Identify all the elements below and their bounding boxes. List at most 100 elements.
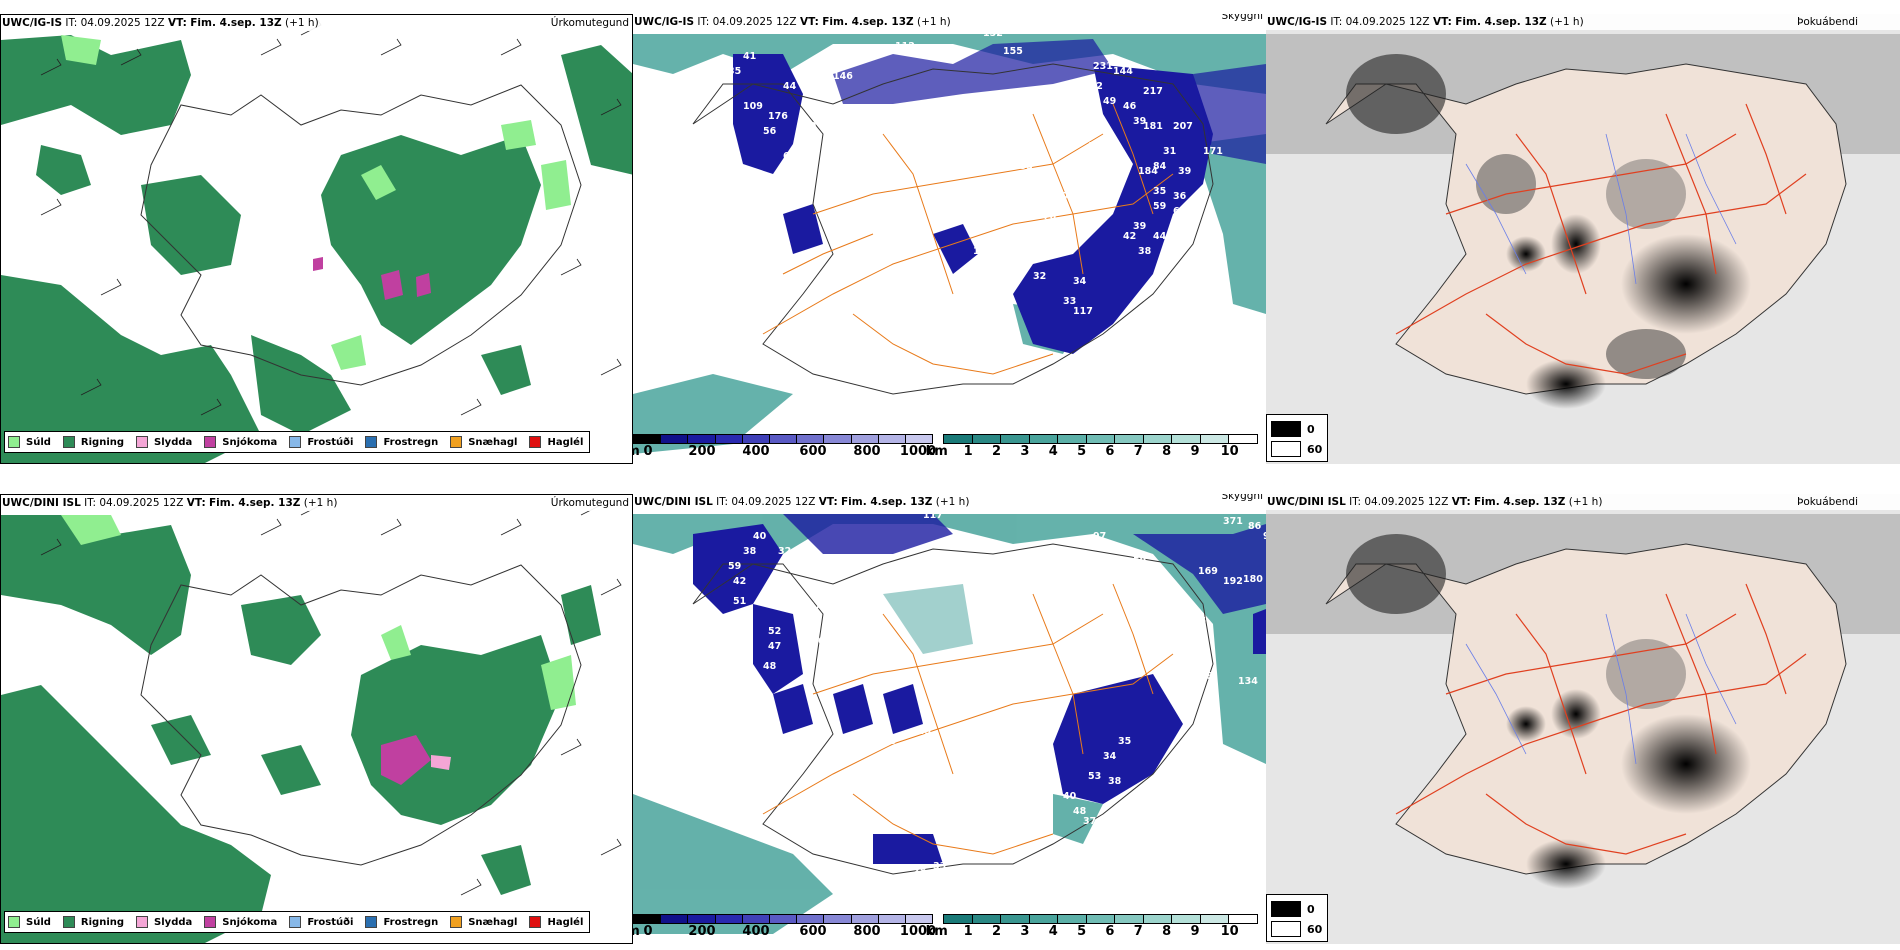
cloud-height-label: 39	[1178, 166, 1191, 177]
cloud-height-label: 43	[918, 726, 931, 737]
cloud-height-label: 49	[1103, 96, 1116, 107]
precip-panel-bottom: UWC/DINI ISL IT: 04.09.2025 12Z VT: Fim.…	[0, 494, 633, 944]
cloud-height-label: 83	[793, 171, 806, 182]
cloud-height-label: 32	[1033, 271, 1046, 282]
cloud-panel-bottom: UWC/DINI ISL IT: 04.09.2025 12Z VT: Fim.…	[633, 494, 1266, 944]
cloud-height-label: 51	[733, 596, 746, 607]
cloud-height-label: 97	[1093, 531, 1106, 542]
cloud-height-label: 152	[983, 28, 1003, 39]
cloud-height-label: 158	[1013, 176, 1033, 187]
cloud-height-label: 164	[888, 566, 908, 577]
cloud-height-label: 36	[903, 381, 917, 392]
cloud-height-label: 192	[1223, 576, 1243, 587]
cloud-height-label: 90	[1263, 531, 1266, 542]
panel-title: Þokuábendi	[1797, 16, 1858, 28]
cloud-height-label: 231	[1093, 61, 1113, 72]
cloud-height-label: 35	[728, 66, 741, 77]
precip-header-bottom: UWC/DINI ISL IT: 04.09.2025 12Z VT: Fim.…	[1, 495, 632, 511]
cloud-height-label: 62	[818, 636, 831, 647]
cloud-height-label: 59	[1133, 556, 1146, 567]
cloud-height-label: 207	[1173, 121, 1193, 132]
cloud-height-label: 123	[933, 46, 953, 57]
precip-panel-top: UWC/IG-IS IT: 04.09.2025 12Z VT: Fim. 4.…	[0, 14, 633, 464]
cloud-height-label: 142	[1083, 81, 1103, 92]
cloud-height-label: 115	[858, 46, 878, 57]
cloud-height-label: 38	[743, 546, 757, 557]
cloud-height-label: 184	[1138, 166, 1158, 177]
cloud-height-label: 180	[1243, 574, 1263, 585]
fog-header-bottom: UWC/DINI ISL IT: 04.09.2025 12Z VT: Fim.…	[1266, 494, 1900, 510]
cloud-height-label: 103	[803, 336, 823, 347]
cloud-height-label: 32	[778, 546, 791, 557]
cloud-height-label: 54	[833, 256, 847, 267]
cloud-height-label: 64	[783, 151, 797, 162]
cloud-base-colorbar-top: m 0 200 400 600 800 1000	[633, 434, 936, 459]
cloud-height-label: 63	[1173, 206, 1186, 217]
cloud-height-label: 41	[743, 51, 756, 62]
precip-header-top: UWC/IG-IS IT: 04.09.2025 12Z VT: Fim. 4.…	[1, 15, 632, 31]
fog-legend-bottom: 0 60	[1266, 894, 1328, 942]
cloud-height-label: 40	[753, 531, 767, 542]
cloud-header-top: UWC/IG-IS IT: 04.09.2025 12Z VT: Fim. 4.…	[633, 14, 1266, 30]
cloud-height-label: 37	[1083, 816, 1096, 827]
legend-item-snjokoma: Snjókoma	[204, 436, 277, 448]
cloud-height-label: 131	[973, 686, 993, 697]
cloud-height-label: 65	[693, 68, 706, 79]
cloud-height-label: 158	[1103, 156, 1123, 167]
fog-legend-top: 0 60	[1266, 414, 1328, 462]
cloud-height-label: 86	[1248, 521, 1262, 532]
precip-legend-top: Súld Rigning Slydda Snjókoma Frostúði Fr…	[4, 431, 591, 453]
cloud-height-label: 71	[1013, 206, 1026, 217]
cloud-height-label: 31	[1163, 146, 1176, 157]
cloud-height-label: 40	[1188, 631, 1202, 642]
cloud-height-label: 78	[1043, 211, 1057, 222]
legend-item-suld: Súld	[8, 436, 51, 448]
fog-map-bottom	[1266, 494, 1900, 944]
precip-map-bottom	[1, 495, 632, 943]
cloud-height-label: 113	[913, 346, 933, 357]
cloud-height-label: 53	[1088, 771, 1101, 782]
cloud-height-label: 28	[913, 866, 927, 877]
cloud-height-label: 174	[1073, 126, 1093, 137]
cloud-height-label: 42	[733, 576, 746, 587]
legend-item-rigning: Rigning	[62, 436, 124, 448]
precip-map	[1, 15, 632, 463]
cloud-height-label: 108	[1193, 671, 1213, 682]
cloud-height-label: 117	[923, 510, 943, 521]
cloud-height-label: 44	[783, 81, 797, 92]
legend-item-snaehagl: Snæhagl	[450, 436, 517, 448]
panel-title: Þokuábendi	[1797, 496, 1858, 508]
cloud-height-label: 44	[1153, 231, 1167, 242]
cloud-height-label: 59	[1153, 201, 1166, 212]
cloud-height-label: 34	[1103, 751, 1117, 762]
fog-map-top	[1266, 14, 1900, 464]
fog-panel-bottom: UWC/DINI ISL IT: 04.09.2025 12Z VT: Fim.…	[1266, 494, 1900, 944]
cloud-header-bottom: UWC/DINI ISL IT: 04.09.2025 12Z VT: Fim.…	[633, 494, 1266, 510]
cloud-height-label: 371	[1223, 516, 1243, 527]
cloud-height-label: 84	[1153, 161, 1167, 172]
cloud-height-label: 117	[1073, 306, 1093, 317]
cloud-base-colorbar-bottom: m 0 200 400 600 800 1000	[633, 914, 936, 939]
legend-item-frostudi: Frostúði	[289, 436, 353, 448]
cloud-height-label: 58	[693, 81, 707, 92]
cloud-height-label: 109	[743, 101, 763, 112]
cloud-height-label: 46	[1123, 101, 1137, 112]
cloud-height-label: 155	[1003, 46, 1023, 57]
cloud-height-label: 38	[1138, 246, 1152, 257]
cloud-map-bottom: 1351141174038325942375152474816462973718…	[633, 494, 1266, 944]
cloud-height-label: 48	[763, 661, 777, 672]
cloud-height-label: 140	[743, 716, 763, 727]
cloud-height-label: 36	[973, 341, 987, 352]
cloud-height-label: 36	[1173, 191, 1187, 202]
panel-title: Úrkomutegund	[550, 497, 629, 509]
cloud-height-label: 34	[1073, 276, 1087, 287]
cloud-height-label: 47	[768, 641, 781, 652]
cloud-height-label: 33	[1063, 296, 1076, 307]
cloud-height-label: 112	[895, 41, 915, 52]
cloud-height-label: 102	[963, 156, 983, 167]
cloud-height-label: 91	[1033, 786, 1046, 797]
cloud-height-label: 45	[1193, 616, 1206, 627]
cloud-height-label: 153	[1013, 161, 1033, 172]
cloud-height-label: 171	[1203, 146, 1223, 157]
cloud-height-label: 57	[1003, 746, 1016, 757]
